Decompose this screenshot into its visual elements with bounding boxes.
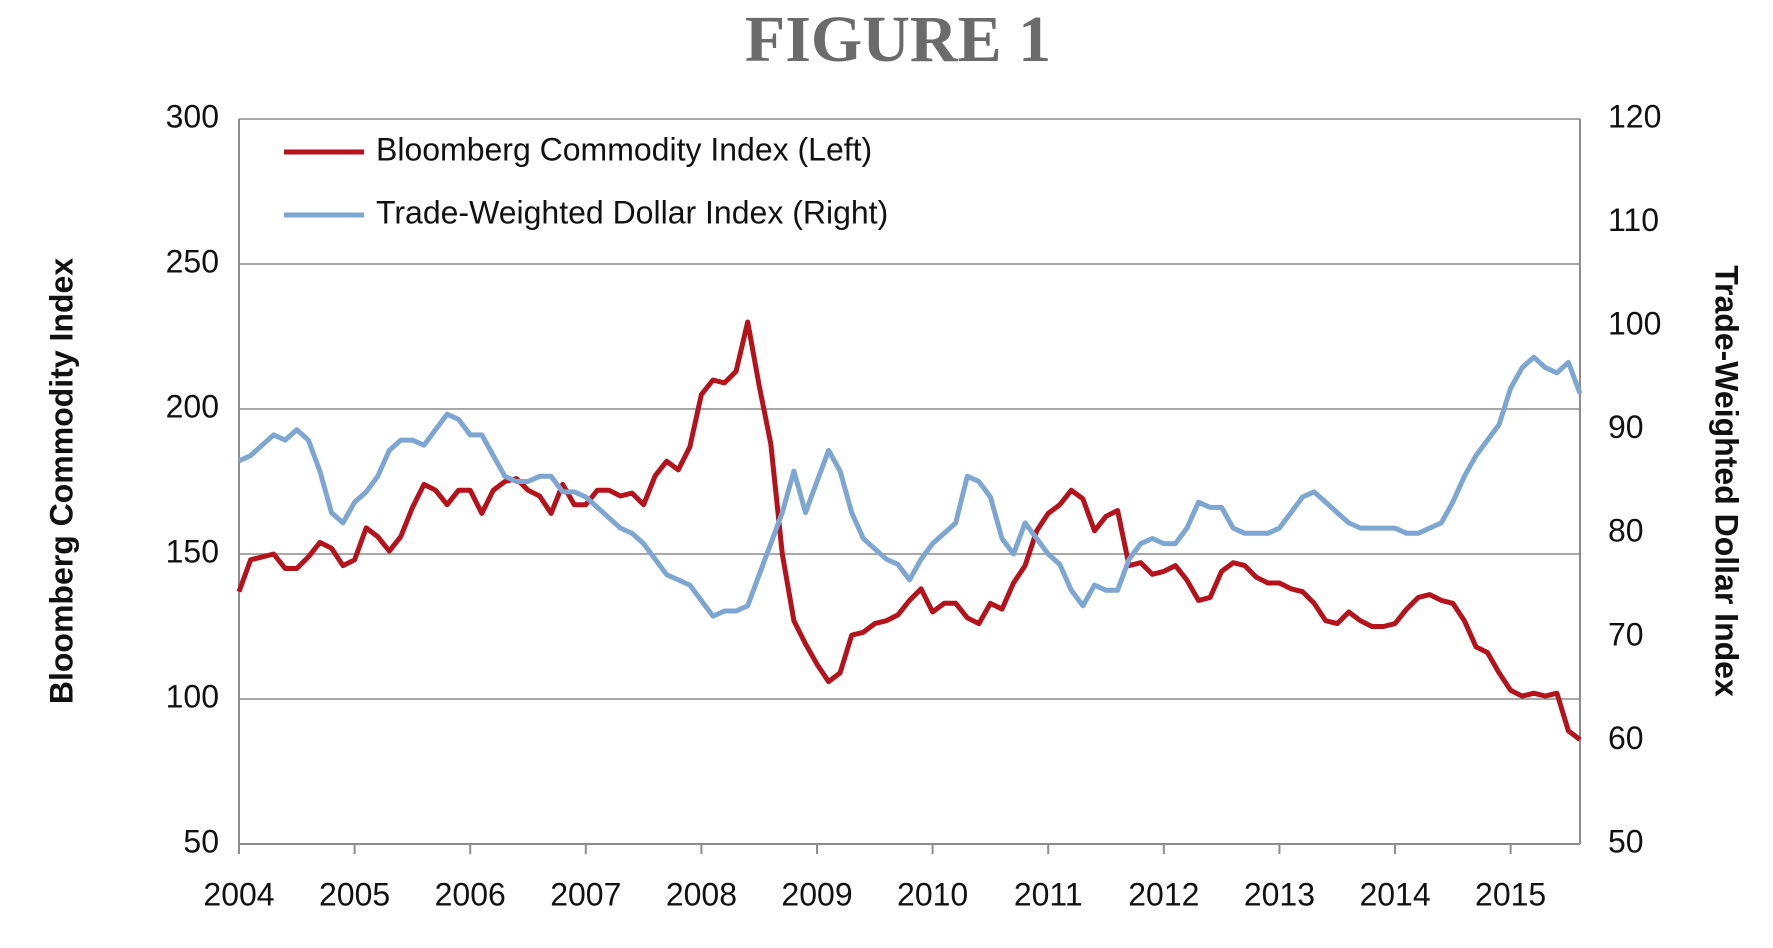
y-tick-label: 200 [166,388,219,424]
y2-tick-label: 110 [1608,202,1659,238]
legend-label: Trade-Weighted Dollar Index (Right) [376,194,888,230]
y-axis-title: Bloomberg Commodity Index [43,258,79,704]
y2-axis-title: Trade-Weighted Dollar Index [1709,265,1745,697]
y2-tick-label: 50 [1608,823,1644,859]
y-tick-label: 100 [166,678,219,714]
y2-tick-label: 80 [1608,513,1644,549]
x-tick-label: 2006 [435,876,506,912]
x-tick-label: 2009 [781,876,852,912]
y2-tick-label: 70 [1608,616,1644,652]
x-tick-label: 2012 [1128,876,1199,912]
y-tick-label: 250 [166,243,219,279]
x-tick-label: 2004 [203,876,274,912]
x-tick-label: 2010 [897,876,968,912]
x-tick-label: 2014 [1359,876,1430,912]
y2-tick-label: 100 [1608,306,1661,342]
x-tick-label: 2011 [1014,876,1083,912]
legend-label: Bloomberg Commodity Index (Left) [376,131,872,167]
series-line [237,354,1583,619]
y2-tick-label: 60 [1608,720,1644,756]
series-line [236,319,1582,742]
y-tick-label: 50 [183,823,219,859]
y2-tick-label: 90 [1608,409,1644,445]
y-tick-label: 300 [166,98,219,134]
x-tick-label: 2015 [1475,876,1546,912]
chart-title: FIGURE 1 [745,3,1051,76]
y2-tick-label: 120 [1608,98,1661,134]
y-tick-label: 150 [166,533,219,569]
x-tick-label: 2007 [550,876,621,912]
x-tick-label: 2005 [319,876,390,912]
x-tick-label: 2008 [666,876,737,912]
x-tick-label: 2013 [1244,876,1315,912]
